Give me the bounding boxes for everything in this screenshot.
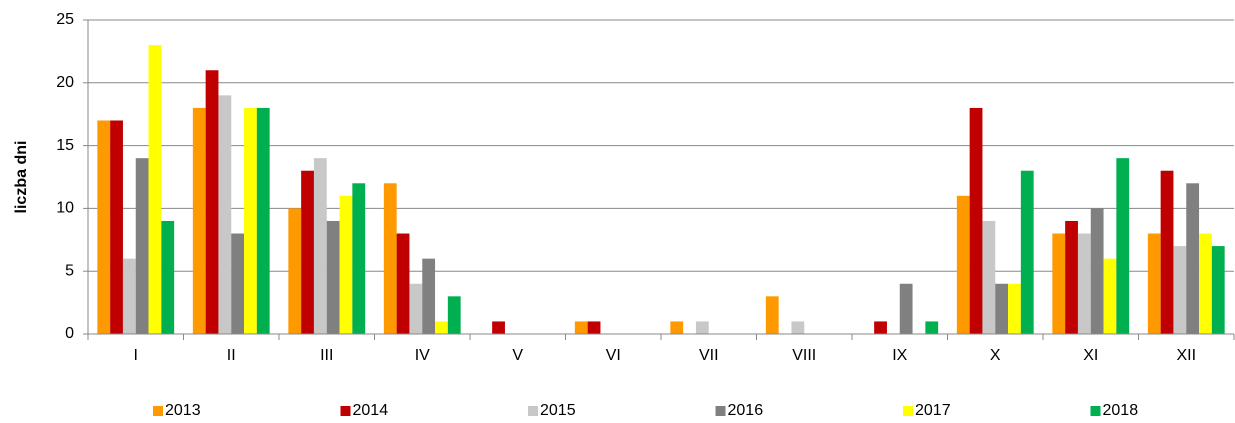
y-tick-label: 15 bbox=[56, 137, 74, 154]
legend-swatch bbox=[340, 406, 351, 416]
x-tick-label: VII bbox=[699, 347, 719, 364]
x-tick-label: IX bbox=[892, 347, 907, 364]
bar bbox=[587, 321, 601, 334]
bar bbox=[301, 170, 314, 334]
bar bbox=[1077, 233, 1091, 334]
legend-swatch bbox=[715, 406, 726, 416]
legend-swatch bbox=[528, 406, 538, 416]
bar bbox=[1116, 158, 1130, 334]
x-tick-label: IV bbox=[415, 347, 430, 364]
legend-label: 2015 bbox=[540, 402, 576, 419]
bar bbox=[231, 233, 245, 334]
y-axis-label: liczba dni bbox=[13, 141, 30, 214]
bar bbox=[574, 321, 588, 334]
bar bbox=[1090, 208, 1104, 334]
x-tick-label: X bbox=[990, 347, 1001, 364]
bar bbox=[447, 296, 461, 334]
bar bbox=[492, 321, 505, 334]
legend-swatch bbox=[903, 406, 913, 416]
bar bbox=[1211, 246, 1225, 334]
y-tick-label: 5 bbox=[65, 262, 74, 279]
bar bbox=[1065, 220, 1078, 334]
bar bbox=[383, 183, 397, 334]
legend-label: 2017 bbox=[915, 402, 951, 419]
bar bbox=[925, 321, 939, 334]
bar bbox=[670, 321, 684, 334]
bar bbox=[1160, 170, 1174, 334]
legend-label: 2014 bbox=[353, 402, 389, 419]
x-tick-label: XI bbox=[1083, 347, 1098, 364]
bar bbox=[982, 220, 996, 334]
bar bbox=[313, 158, 327, 334]
bar bbox=[1052, 233, 1066, 334]
legend-label: 2013 bbox=[165, 402, 201, 419]
x-tick-label: III bbox=[320, 347, 333, 364]
bar bbox=[256, 107, 270, 334]
bar bbox=[956, 195, 970, 334]
bar bbox=[791, 321, 805, 334]
bar bbox=[396, 233, 410, 334]
y-tick-label: 25 bbox=[56, 11, 74, 28]
bar bbox=[969, 107, 983, 334]
legend-swatch bbox=[1090, 406, 1101, 416]
bar bbox=[695, 321, 709, 334]
y-tick-label: 20 bbox=[56, 74, 74, 91]
bar bbox=[1008, 283, 1021, 334]
bar bbox=[422, 258, 436, 334]
bar bbox=[218, 95, 232, 334]
bar bbox=[110, 120, 123, 334]
bar bbox=[1173, 246, 1187, 334]
bar bbox=[97, 120, 111, 334]
x-tick-label: V bbox=[512, 347, 523, 364]
bar bbox=[1020, 170, 1034, 334]
x-tick-label: II bbox=[227, 347, 236, 364]
legend-label: 2018 bbox=[1103, 402, 1139, 419]
y-tick-label: 10 bbox=[56, 200, 74, 217]
y-tick-label: 0 bbox=[65, 325, 74, 342]
bar bbox=[339, 195, 353, 334]
bar bbox=[135, 158, 149, 334]
bar bbox=[995, 283, 1009, 334]
bar bbox=[765, 296, 779, 334]
bar bbox=[1103, 258, 1117, 334]
bar bbox=[435, 321, 448, 334]
bar bbox=[122, 258, 136, 334]
bar bbox=[288, 208, 302, 334]
bar bbox=[874, 321, 887, 334]
x-tick-label: VI bbox=[606, 347, 621, 364]
bar bbox=[244, 107, 257, 334]
bar bbox=[899, 283, 913, 334]
legend-swatch bbox=[153, 406, 163, 416]
bar bbox=[205, 70, 219, 335]
bar bbox=[409, 283, 423, 334]
bar bbox=[161, 220, 175, 334]
bar bbox=[148, 45, 162, 335]
bar bbox=[326, 220, 340, 334]
bar bbox=[1186, 183, 1200, 334]
x-tick-label: VIII bbox=[792, 347, 816, 364]
legend-label: 2016 bbox=[728, 402, 764, 419]
x-tick-label: I bbox=[134, 347, 138, 364]
bar bbox=[192, 107, 206, 334]
bar bbox=[1199, 233, 1212, 334]
bar bbox=[1147, 233, 1161, 334]
x-tick-label: XII bbox=[1176, 347, 1196, 364]
bar bbox=[352, 183, 366, 334]
